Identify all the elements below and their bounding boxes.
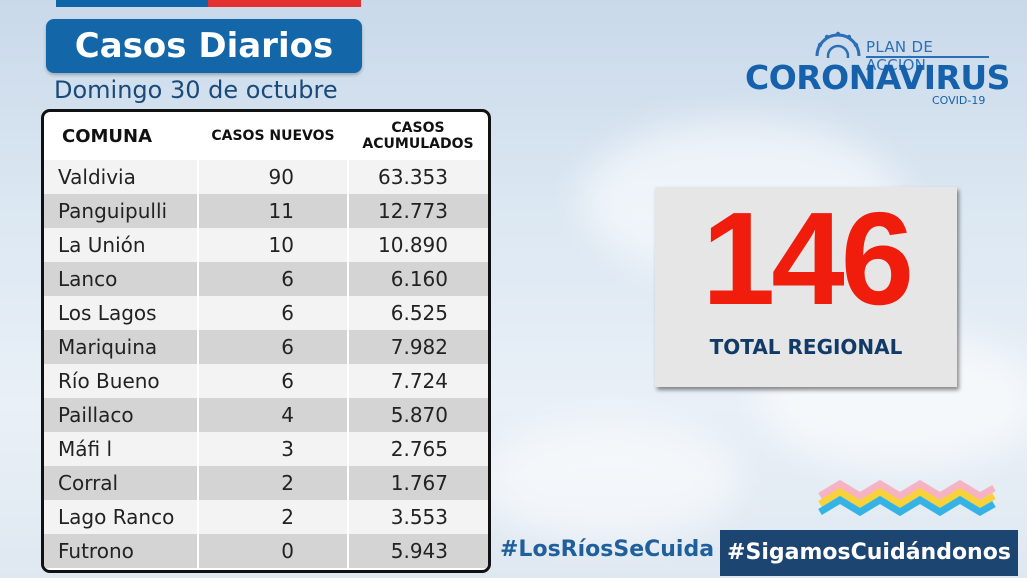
casos-nuevos-cell: 6 [281,335,294,359]
casos-nuevos-cell: 2 [281,505,294,529]
casos-acumulados-cell: 7.982 [390,335,448,359]
table-row: Futrono 0 5.943 [44,534,488,568]
logo-name: CORONAVIRUS [745,58,1010,97]
casos-acumulados-cell: 63.353 [378,165,448,189]
logo-sub: COVID-19 [932,94,986,107]
regional-waves-logo [818,479,996,517]
coronavirus-logo: PLAN DE ACCIÓN CORONAVIRUS COVID-19 [745,28,1010,113]
casos-acumulados-cell: 12.773 [378,199,448,223]
comuna-cell: Máfi l [58,437,113,461]
hashtag-sigamos: #SigamosCuidándonos [720,530,1018,576]
flag-stripe-red [208,0,361,7]
comuna-cell: Río Bueno [58,369,160,393]
page-title: Casos Diarios [46,19,362,73]
table-row: Corral 2 1.767 [44,466,488,500]
casos-acumulados-cell: 6.160 [390,267,448,291]
casos-acumulados-cell: 10.890 [378,233,448,257]
table-row: Paillaco 4 5.870 [44,398,488,432]
comuna-cell: Corral [58,471,119,495]
coronavirus-icon [815,31,861,58]
casos-acumulados-cell: 2.765 [390,437,448,461]
flag-stripe-blue [56,0,208,7]
casos-nuevos-cell: 11 [268,199,294,223]
table-row: Río Bueno 6 7.724 [44,364,488,398]
cases-table: COMUNA CASOS NUEVOS CASOS ACUMULADOS Val… [41,109,491,573]
column-divider [197,112,199,570]
casos-nuevos-cell: 10 [268,233,294,257]
comuna-cell: Futrono [58,539,134,563]
casos-nuevos-cell: 6 [281,301,294,325]
comuna-cell: La Unión [58,233,146,257]
column-divider [347,112,349,570]
table-row: Valdivia 90 63.353 [44,160,488,194]
comuna-cell: Paillaco [58,403,134,427]
casos-nuevos-cell: 4 [281,403,294,427]
table-header: COMUNA CASOS NUEVOS CASOS ACUMULADOS [44,112,488,160]
comuna-cell: Mariquina [58,335,158,359]
casos-acumulados-cell: 3.553 [390,505,448,529]
casos-acumulados-cell: 7.724 [390,369,448,393]
table-row: Lanco 6 6.160 [44,262,488,296]
hashtag-los-rios: #LosRíosSeCuida [500,537,715,562]
table-row: Lago Ranco 2 3.553 [44,500,488,534]
casos-nuevos-cell: 6 [281,267,294,291]
table-row: Panguipulli 11 12.773 [44,194,488,228]
casos-acumulados-cell: 6.525 [390,301,448,325]
casos-nuevos-cell: 3 [281,437,294,461]
table-row: Los Lagos 6 6.525 [44,296,488,330]
casos-nuevos-cell: 0 [281,539,294,563]
casos-nuevos-cell: 90 [268,165,294,189]
table-row: Máfi l 3 2.765 [44,432,488,466]
casos-acumulados-cell: 1.767 [390,471,448,495]
table-row: Mariquina 6 7.982 [44,330,488,364]
comuna-cell: Los Lagos [58,301,157,325]
casos-nuevos-cell: 6 [281,369,294,393]
comuna-cell: Valdivia [58,165,136,189]
comuna-cell: Lago Ranco [58,505,175,529]
header-comuna: COMUNA [62,125,153,147]
total-value: 146 [701,185,914,332]
comuna-cell: Panguipulli [58,199,168,223]
total-card: 146 TOTAL REGIONAL [655,187,957,387]
casos-nuevos-cell: 2 [281,471,294,495]
flag-stripe [56,0,361,7]
comuna-cell: Lanco [58,267,118,291]
date-subtitle: Domingo 30 de octubre [54,76,338,104]
logo-plan-text: PLAN DE ACCIÓN [866,38,934,74]
table-row: La Unión 10 10.890 [44,228,488,262]
header-casos-nuevos: CASOS NUEVOS [211,128,335,144]
header-casos-acumulados: CASOS ACUMULADOS [362,120,474,152]
casos-acumulados-cell: 5.943 [390,539,448,563]
total-label: TOTAL REGIONAL [709,335,903,359]
casos-acumulados-cell: 5.870 [390,403,448,427]
